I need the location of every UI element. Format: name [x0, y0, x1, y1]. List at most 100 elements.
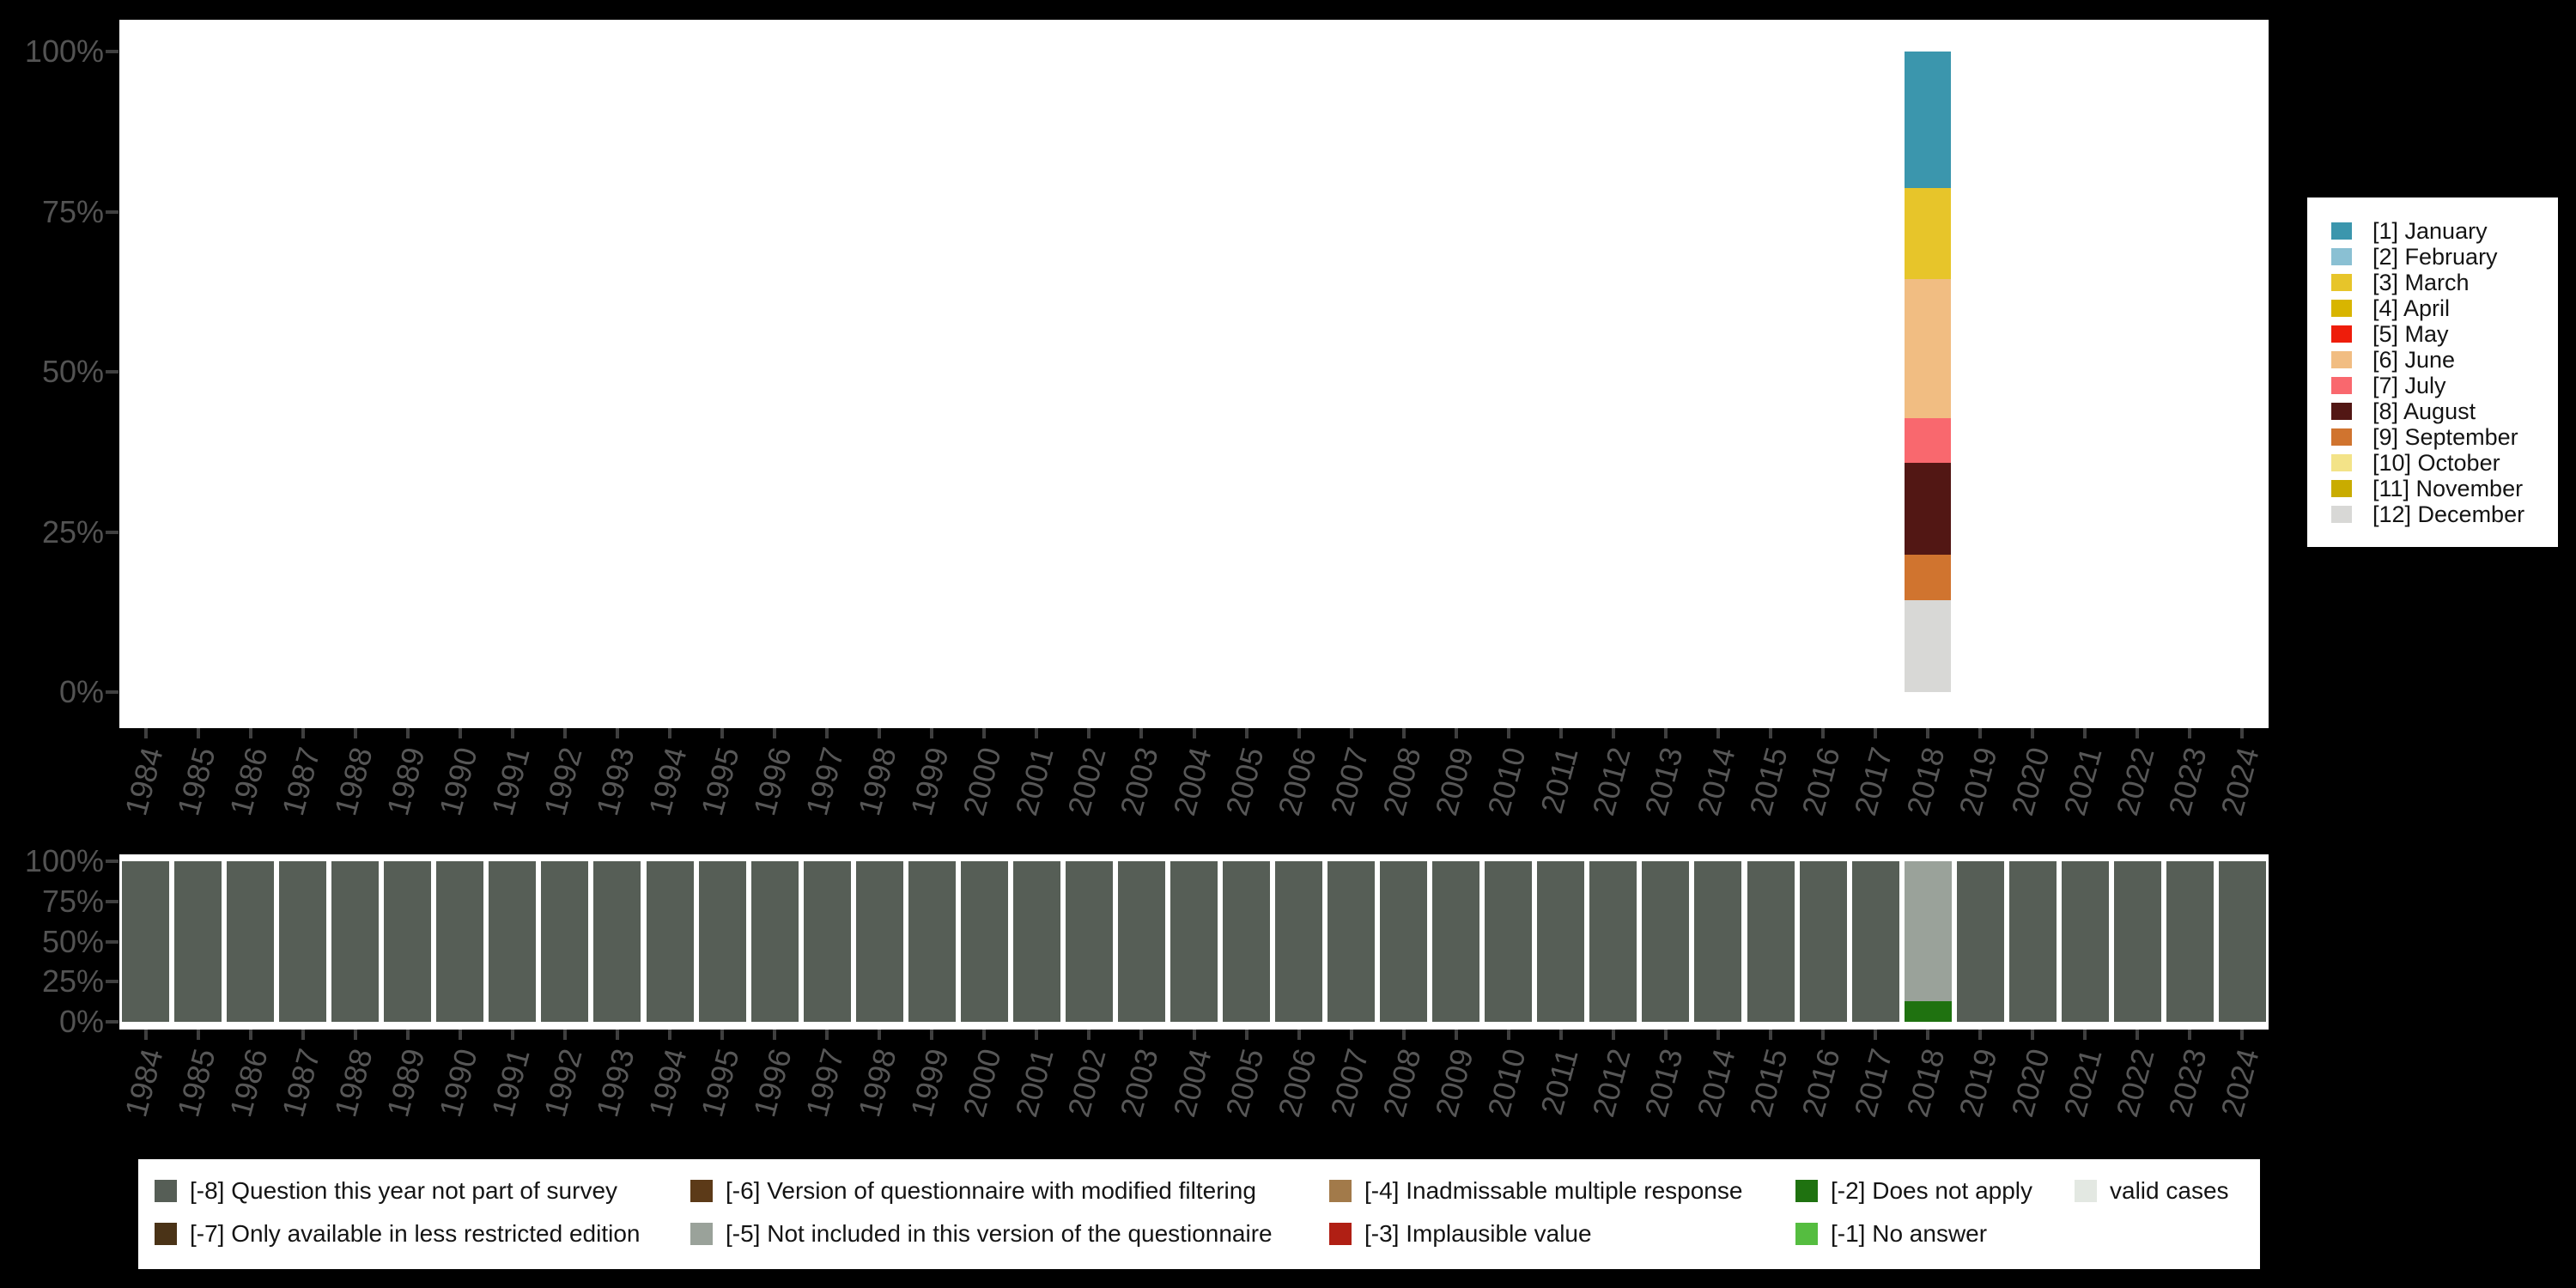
- bar-2007: [1327, 861, 1376, 1022]
- bar-segment: [1694, 861, 1742, 1022]
- year-label-text: 2001: [1008, 744, 1060, 819]
- bar-segment: [2113, 861, 2161, 1022]
- year-label-text: 1989: [380, 1045, 432, 1121]
- month-legend-swatch: [2331, 274, 2352, 291]
- year-label-text: 2008: [1375, 1045, 1428, 1121]
- month-legend-label: [5] May: [2372, 320, 2449, 347]
- bar-segment: [1223, 861, 1271, 1022]
- month-legend-item: [5] May: [2331, 321, 2558, 347]
- year-label-text: 2004: [1165, 744, 1218, 819]
- bar-segment: [1956, 861, 2004, 1022]
- x-axis-tick: [510, 728, 514, 738]
- y-axis-tick: [106, 50, 118, 53]
- missing-legend-swatch: [1329, 1180, 1352, 1202]
- month-legend-item: [8] August: [2331, 398, 2558, 424]
- y-axis-tick: [106, 1020, 118, 1024]
- month-legend-swatch: [2331, 403, 2352, 420]
- bar-segment: [2061, 861, 2109, 1022]
- x-axis-tick: [878, 728, 882, 738]
- bar-segment: [1904, 861, 1952, 1001]
- missing-legend-item: [-4] Inadmissable multiple response: [1329, 1176, 1742, 1206]
- missing-values-legend: [-8] Question this year not part of surv…: [138, 1159, 2260, 1269]
- year-label-text: 2017: [1847, 1045, 1899, 1121]
- x-axis-tick: [1978, 1030, 1983, 1040]
- x-axis-tick: [2083, 1030, 2087, 1040]
- year-label-text: 2016: [1795, 744, 1847, 819]
- year-label-text: 2024: [2214, 744, 2267, 819]
- bar-2011: [1537, 861, 1585, 1022]
- year-label-text: 2024: [2214, 1045, 2267, 1121]
- bar-2000: [960, 861, 1008, 1022]
- x-axis-tick: [825, 1030, 829, 1040]
- y-axis-tick: [106, 530, 118, 534]
- year-label-text: 2020: [2004, 1045, 2057, 1121]
- year-label-text: 2014: [1690, 1045, 1742, 1121]
- month-legend-swatch: [2331, 351, 2352, 368]
- year-label-text: 1993: [589, 1045, 641, 1121]
- month-legend-label: [2] February: [2372, 243, 2498, 270]
- year-label-text: 1999: [903, 1045, 956, 1121]
- year-label-text: 1990: [432, 1045, 484, 1121]
- x-axis-tick: [1349, 1030, 1353, 1040]
- year-label-text: 2002: [1060, 1045, 1113, 1121]
- bar-segment: [1904, 1000, 1952, 1022]
- month-legend-swatch: [2331, 377, 2352, 394]
- year-label-text: 1992: [537, 744, 589, 819]
- x-axis-tick: [773, 1030, 777, 1040]
- year-label-text: 2005: [1218, 744, 1271, 819]
- year-label-text: 2018: [1899, 1045, 1952, 1121]
- year-label-text: 2010: [1480, 744, 1533, 819]
- x-axis-tick: [720, 1030, 725, 1040]
- month-legend-label: [12] December: [2372, 501, 2525, 527]
- y-axis-tick-label: 0%: [58, 674, 104, 709]
- x-axis-tick: [1611, 728, 1615, 738]
- x-axis-tick: [825, 728, 829, 738]
- bar-segment: [1065, 861, 1113, 1022]
- x-axis-tick: [2188, 728, 2192, 738]
- x-axis-tick: [1244, 1030, 1249, 1040]
- month-legend: [1] January [2] February [3] March [4] Apri…: [2307, 197, 2558, 547]
- x-axis-tick: [1558, 728, 1563, 738]
- missing-legend-swatch: [690, 1180, 713, 1202]
- month-legend-label: [7] July: [2372, 372, 2446, 398]
- x-axis-tick: [196, 1030, 200, 1040]
- bar-segment: [1642, 861, 1690, 1022]
- month-legend-label: [6] June: [2372, 346, 2456, 373]
- bar-2015: [1747, 861, 1795, 1022]
- bar-segment: [174, 861, 222, 1022]
- month-legend-swatch: [2331, 248, 2352, 265]
- x-axis-tick: [1769, 1030, 1773, 1040]
- missing-legend-swatch: [2075, 1180, 2097, 1202]
- year-label-text: 1988: [326, 744, 380, 819]
- month-legend-label: [10] October: [2372, 449, 2500, 476]
- x-axis-tick: [615, 728, 619, 738]
- bar-1999: [908, 861, 956, 1022]
- bar-segment: [960, 861, 1008, 1022]
- bar-segment: [331, 861, 380, 1022]
- x-axis-tick: [1401, 728, 1406, 738]
- year-label-text: 1998: [851, 744, 903, 819]
- year-label-text: 2012: [1585, 1045, 1637, 1121]
- missing-legend-swatch: [1329, 1223, 1352, 1245]
- x-axis-tick: [562, 728, 567, 738]
- year-label-text: 2015: [1742, 1045, 1795, 1121]
- bar-segment: [384, 861, 432, 1022]
- y-axis-tick: [106, 370, 118, 374]
- year-label-text: 2004: [1165, 1045, 1218, 1121]
- x-axis-tick: [301, 1030, 305, 1040]
- x-axis-tick: [1297, 1030, 1301, 1040]
- year-label-text: 1989: [380, 744, 432, 819]
- bar-segment: [436, 861, 484, 1022]
- missing-legend-item: [-6] Version of questionnaire with modif…: [690, 1176, 1256, 1206]
- year-label-text: 2011: [1533, 744, 1585, 817]
- bar-1988: [331, 861, 380, 1022]
- month-legend-label: [9] September: [2372, 423, 2518, 450]
- year-label-text: 2001: [1008, 1045, 1060, 1121]
- year-label-text: 1984: [117, 1045, 170, 1121]
- missing-legend-swatch: [155, 1223, 177, 1245]
- bar-1998: [855, 861, 903, 1022]
- year-label-text: 2014: [1690, 744, 1742, 819]
- year-label-text: 2003: [1113, 1045, 1166, 1121]
- month-legend-swatch: [2331, 480, 2352, 497]
- x-axis-tick: [1244, 728, 1249, 738]
